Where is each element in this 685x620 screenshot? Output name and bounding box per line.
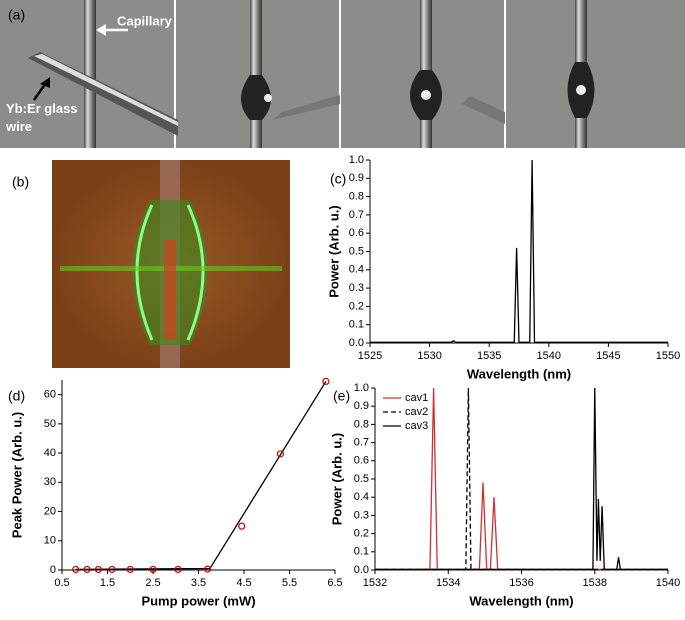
- y-tick-label: 0.9: [354, 400, 369, 412]
- y-tick-label: 0.1: [349, 319, 364, 331]
- y-tick-label: 0: [50, 564, 56, 576]
- y-tick-label: 0.8: [354, 418, 369, 430]
- y-tick-label: 0.3: [354, 509, 369, 521]
- x-tick-label: 1540: [656, 577, 680, 589]
- x-tick-label: 1545: [596, 350, 620, 362]
- y-tick-label: 0.1: [354, 546, 369, 558]
- y-axis-title: Power (Arb. u.): [326, 205, 341, 297]
- x-tick-label: 1538: [583, 577, 607, 589]
- x-tick-label: 3.5: [191, 577, 206, 589]
- y-tick-label: 10: [44, 535, 56, 547]
- x-tick-label: 5.5: [282, 577, 297, 589]
- x-tick-label: 0.5: [54, 577, 69, 589]
- photo-a: (a) Capillary: [0, 0, 685, 148]
- y-tick-label: 0.4: [349, 264, 364, 276]
- y-tick-label: 0.0: [354, 564, 369, 576]
- y-tick-label: 0.3: [349, 282, 364, 294]
- y-tick-label: 60: [44, 389, 56, 401]
- y-tick-label: 0.5: [349, 245, 364, 257]
- legend-label: cav2: [405, 406, 428, 418]
- fit-line: [75, 381, 327, 571]
- y-tick-label: 40: [44, 447, 56, 459]
- y-tick-label: 30: [44, 476, 56, 488]
- y-tick-label: 0.9: [349, 172, 364, 184]
- y-tick-label: 1.0: [349, 154, 364, 166]
- legend-label: cav3: [405, 420, 428, 432]
- data-point: [322, 377, 330, 386]
- y-tick-label: 0.6: [349, 227, 364, 239]
- x-tick-label: 1535: [477, 350, 501, 362]
- panel-label: (a): [8, 7, 25, 23]
- data-point: [238, 522, 246, 530]
- x-tick-label: 1540: [537, 350, 561, 362]
- y-axis-title: Power (Arb. u.): [329, 433, 344, 525]
- x-tick-label: 6.5: [327, 577, 342, 589]
- data-point: [276, 450, 284, 458]
- y-tick-label: 50: [44, 418, 56, 430]
- series-line: [370, 159, 668, 343]
- series-line: [375, 387, 668, 571]
- panel-label: (c): [330, 171, 346, 187]
- annotation: Capillary: [117, 13, 173, 28]
- y-tick-label: 0.7: [349, 209, 364, 221]
- data-point: [108, 565, 116, 574]
- x-tick-label: 4.5: [236, 577, 251, 589]
- panel-label: (e): [333, 388, 350, 404]
- y-axis-title: Peak Power (Arb. u.): [9, 412, 24, 538]
- x-tick-label: 1530: [417, 350, 441, 362]
- y-tick-label: 1.0: [354, 382, 369, 394]
- panel-label: (d): [8, 388, 25, 404]
- series-line: [375, 387, 668, 571]
- photo-b: (b): [12, 160, 290, 368]
- x-tick-label: 1532: [363, 577, 387, 589]
- y-tick-label: 0.7: [354, 437, 369, 449]
- data-point: [72, 565, 80, 574]
- x-tick-label: 1525: [358, 350, 382, 362]
- y-tick-label: 0.0: [349, 337, 364, 349]
- x-axis-title: Wavelength (nm): [469, 593, 573, 608]
- panel-label: (b): [12, 174, 29, 190]
- x-tick-label: 1536: [509, 577, 533, 589]
- y-tick-label: 0.2: [349, 300, 364, 312]
- data-point: [149, 565, 157, 574]
- y-tick-label: 20: [44, 505, 56, 517]
- x-tick-label: 2.5: [145, 577, 160, 589]
- x-tick-label: 1550: [656, 350, 680, 362]
- annotation: Yb:Er glass wire: [6, 101, 78, 134]
- data-point: [94, 565, 103, 574]
- x-axis-title: Pump power (mW): [141, 593, 255, 608]
- x-tick-label: 1534: [436, 577, 460, 589]
- y-tick-label: 0.2: [354, 528, 369, 540]
- x-tick-label: 1.5: [100, 577, 115, 589]
- x-axis-title: Wavelength (nm): [467, 366, 571, 381]
- y-tick-label: 0.5: [354, 473, 369, 485]
- y-tick-label: 0.4: [354, 491, 369, 503]
- legend-label: cav1: [405, 392, 428, 404]
- y-tick-label: 0.6: [354, 455, 369, 467]
- data-point: [126, 565, 134, 574]
- y-tick-label: 0.8: [349, 191, 364, 203]
- data-point: [83, 565, 91, 574]
- data-point: [204, 565, 212, 573]
- data-point: [174, 565, 182, 574]
